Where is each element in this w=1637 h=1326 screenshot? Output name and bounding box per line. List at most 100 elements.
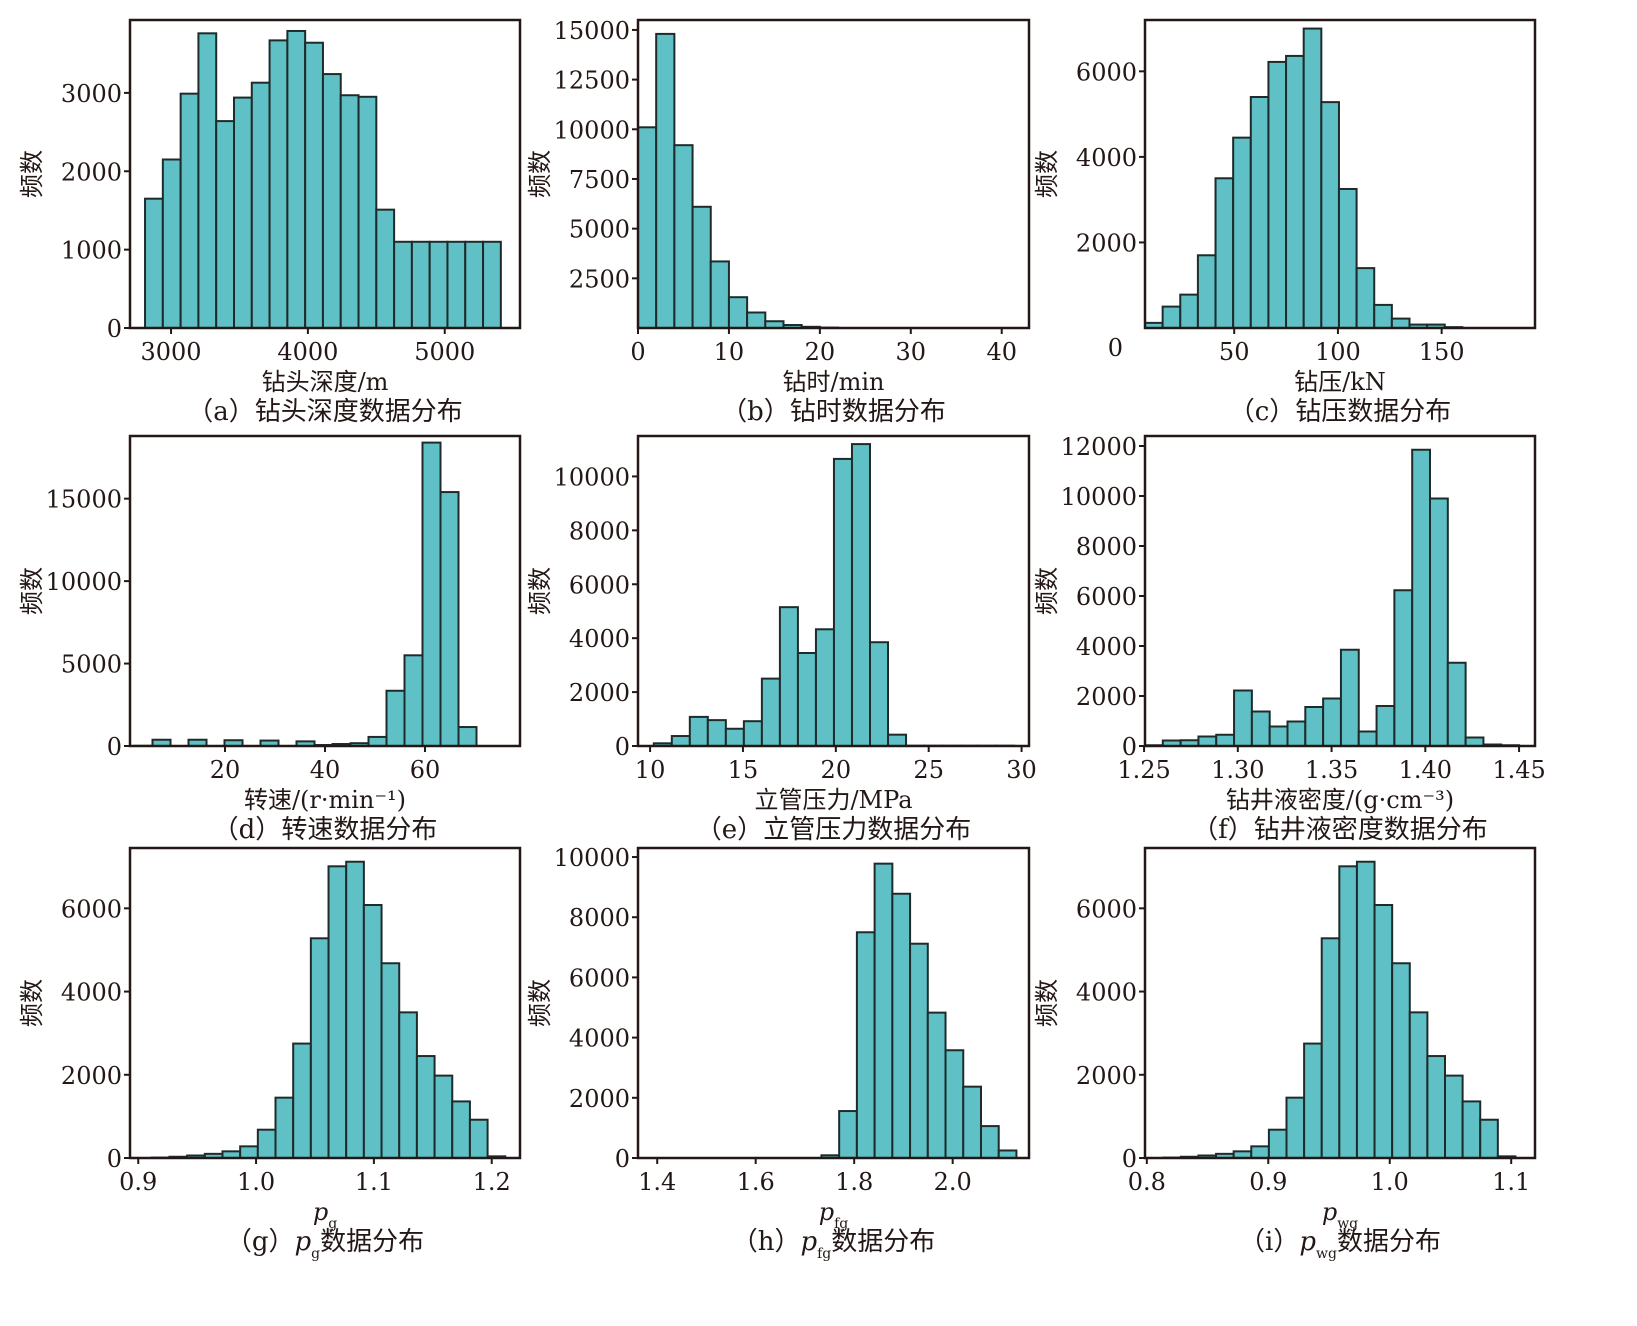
- y-tick-label: 8000: [569, 904, 630, 932]
- histogram-bar: [742, 720, 763, 748]
- panel-caption: （a）钻头深度数据分布: [187, 397, 463, 427]
- histogram-bar: [670, 735, 691, 748]
- caption-prefix: （i）: [1239, 1227, 1299, 1257]
- histogram-bar: [464, 240, 485, 329]
- caption-text: 数据分布: [831, 1227, 935, 1257]
- histogram-bar: [1161, 305, 1182, 329]
- histogram-bar: [1196, 254, 1217, 329]
- histogram-bar: [451, 1100, 471, 1160]
- histogram-bar: [1304, 706, 1325, 747]
- x-axis-label-var: p: [1322, 1198, 1337, 1226]
- histogram-bar: [1355, 267, 1376, 329]
- y-tick-label: 0: [615, 1145, 630, 1173]
- histogram-bar: [1339, 648, 1360, 747]
- histogram-bar: [1267, 1128, 1288, 1159]
- histogram-bar: [962, 1085, 982, 1160]
- x-axis-label: pfg: [819, 1198, 849, 1232]
- y-tick-label: 6000: [1076, 583, 1137, 611]
- histogram-bar: [398, 1011, 418, 1159]
- x-tick-label: 40: [310, 756, 341, 784]
- x-tick-label: 15: [728, 756, 759, 784]
- x-tick-label: 2.0: [934, 1168, 972, 1196]
- histogram-bar: [887, 733, 908, 747]
- x-tick-label: 150: [1419, 338, 1465, 366]
- y-tick-label-zero: 0: [1108, 334, 1123, 362]
- caption-prefix: （a）: [187, 397, 255, 427]
- caption-text: 钻压数据分布: [1295, 397, 1451, 427]
- histogram-bar: [673, 144, 694, 329]
- caption-text: 钻井液密度数据分布: [1254, 815, 1488, 845]
- chart-panel-b: 0 10 20 30 40 2500 5000 7500 10000 12500 15000 频数钻时…: [526, 17, 1031, 427]
- histogram-bar: [215, 120, 236, 329]
- histogram-bar: [327, 865, 348, 1159]
- y-tick-label: 10000: [46, 568, 122, 596]
- histogram-bar: [1232, 136, 1252, 329]
- x-tick-label: 1.6: [737, 1168, 775, 1196]
- histogram-bar: [393, 240, 413, 329]
- histogram-bar: [1338, 865, 1358, 1159]
- histogram-bar: [375, 208, 396, 329]
- x-tick-label: 1.2: [473, 1168, 511, 1196]
- x-axis-label-sub: g: [328, 1216, 337, 1232]
- y-axis-label: 频数: [526, 150, 554, 198]
- x-tick-label: 1.4: [638, 1168, 676, 1196]
- histogram-bar: [468, 1118, 489, 1159]
- histogram-bar: [1373, 303, 1393, 329]
- plot-frame: [1143, 846, 1537, 1160]
- histogram-bar: [239, 1145, 259, 1159]
- plot-frame: [128, 434, 522, 748]
- x-tick-label: 1.40: [1399, 756, 1452, 784]
- x-tick-label: 20: [210, 756, 241, 784]
- y-tick-label: 2000: [1076, 683, 1137, 711]
- bars-group: [144, 29, 502, 329]
- histogram-bar: [304, 41, 324, 329]
- x-axis-label: 立管压力/MPa: [754, 786, 912, 814]
- panel-caption: （b）钻时数据分布: [721, 397, 946, 427]
- histogram-bar: [1337, 187, 1358, 329]
- x-axis-label: 钻井液密度/(g·cm⁻³): [1226, 786, 1454, 814]
- y-tick-label: 15000: [46, 486, 122, 514]
- bars-group: [1162, 860, 1517, 1160]
- x-tick-label: 1.8: [835, 1168, 873, 1196]
- x-tick-label: 30: [1006, 756, 1037, 784]
- histogram-bar: [855, 931, 876, 1160]
- histogram-bar: [367, 735, 388, 747]
- chart-panel-e: 10 15 20 25 30 0 2000 4000 6000 8000 10000 频数立管压力/M…: [526, 434, 1037, 845]
- caption-text: 钻时数据分布: [790, 397, 946, 427]
- histogram-bar: [979, 1125, 1000, 1159]
- y-tick-label: 4000: [61, 979, 122, 1007]
- bars-group: [150, 860, 507, 1160]
- histogram-bar: [403, 654, 424, 747]
- panel-caption: （c）钻压数据分布: [1229, 397, 1452, 427]
- histogram-bar: [1320, 937, 1341, 1159]
- x-tick-label: 1.0: [1371, 1168, 1409, 1196]
- y-tick-label: 3000: [61, 80, 122, 108]
- histogram-bar: [1285, 54, 1305, 330]
- caption-prefix: （h）: [732, 1227, 801, 1257]
- x-tick-label: 100: [1315, 338, 1361, 366]
- histogram-bar: [688, 715, 709, 748]
- histogram-bar: [457, 726, 478, 747]
- histogram-bar: [1215, 733, 1236, 747]
- x-tick-label: 0.9: [1249, 1168, 1287, 1196]
- histogram-bar: [1233, 689, 1253, 747]
- histogram-bar: [1408, 1011, 1429, 1159]
- plot-frame: [1143, 18, 1537, 330]
- y-axis-label: 频数: [526, 567, 554, 615]
- bars-group: [133, 441, 478, 748]
- histogram-bar: [778, 606, 799, 747]
- panel-caption: （i）pwg数据分布: [1239, 1227, 1441, 1262]
- x-axis-label: 钻时/min: [783, 368, 885, 396]
- y-tick-label: 10000: [554, 463, 630, 491]
- y-tick-label: 8000: [569, 517, 630, 545]
- chart-panel-d: 20 40 60 0 5000 10000 15000 频数转速/(r·min⁻¹)（d）转速…: [18, 434, 522, 845]
- histogram-bar: [760, 677, 781, 747]
- y-tick-label: 2000: [1076, 1062, 1137, 1090]
- histogram-bar: [1303, 1042, 1323, 1159]
- histogram-bar: [1429, 497, 1449, 747]
- histogram-bar: [873, 862, 894, 1160]
- y-tick-label: 5000: [569, 216, 630, 244]
- y-tick-label: 5000: [61, 651, 122, 679]
- plot-frame: [128, 18, 522, 330]
- histogram-bar: [161, 158, 182, 329]
